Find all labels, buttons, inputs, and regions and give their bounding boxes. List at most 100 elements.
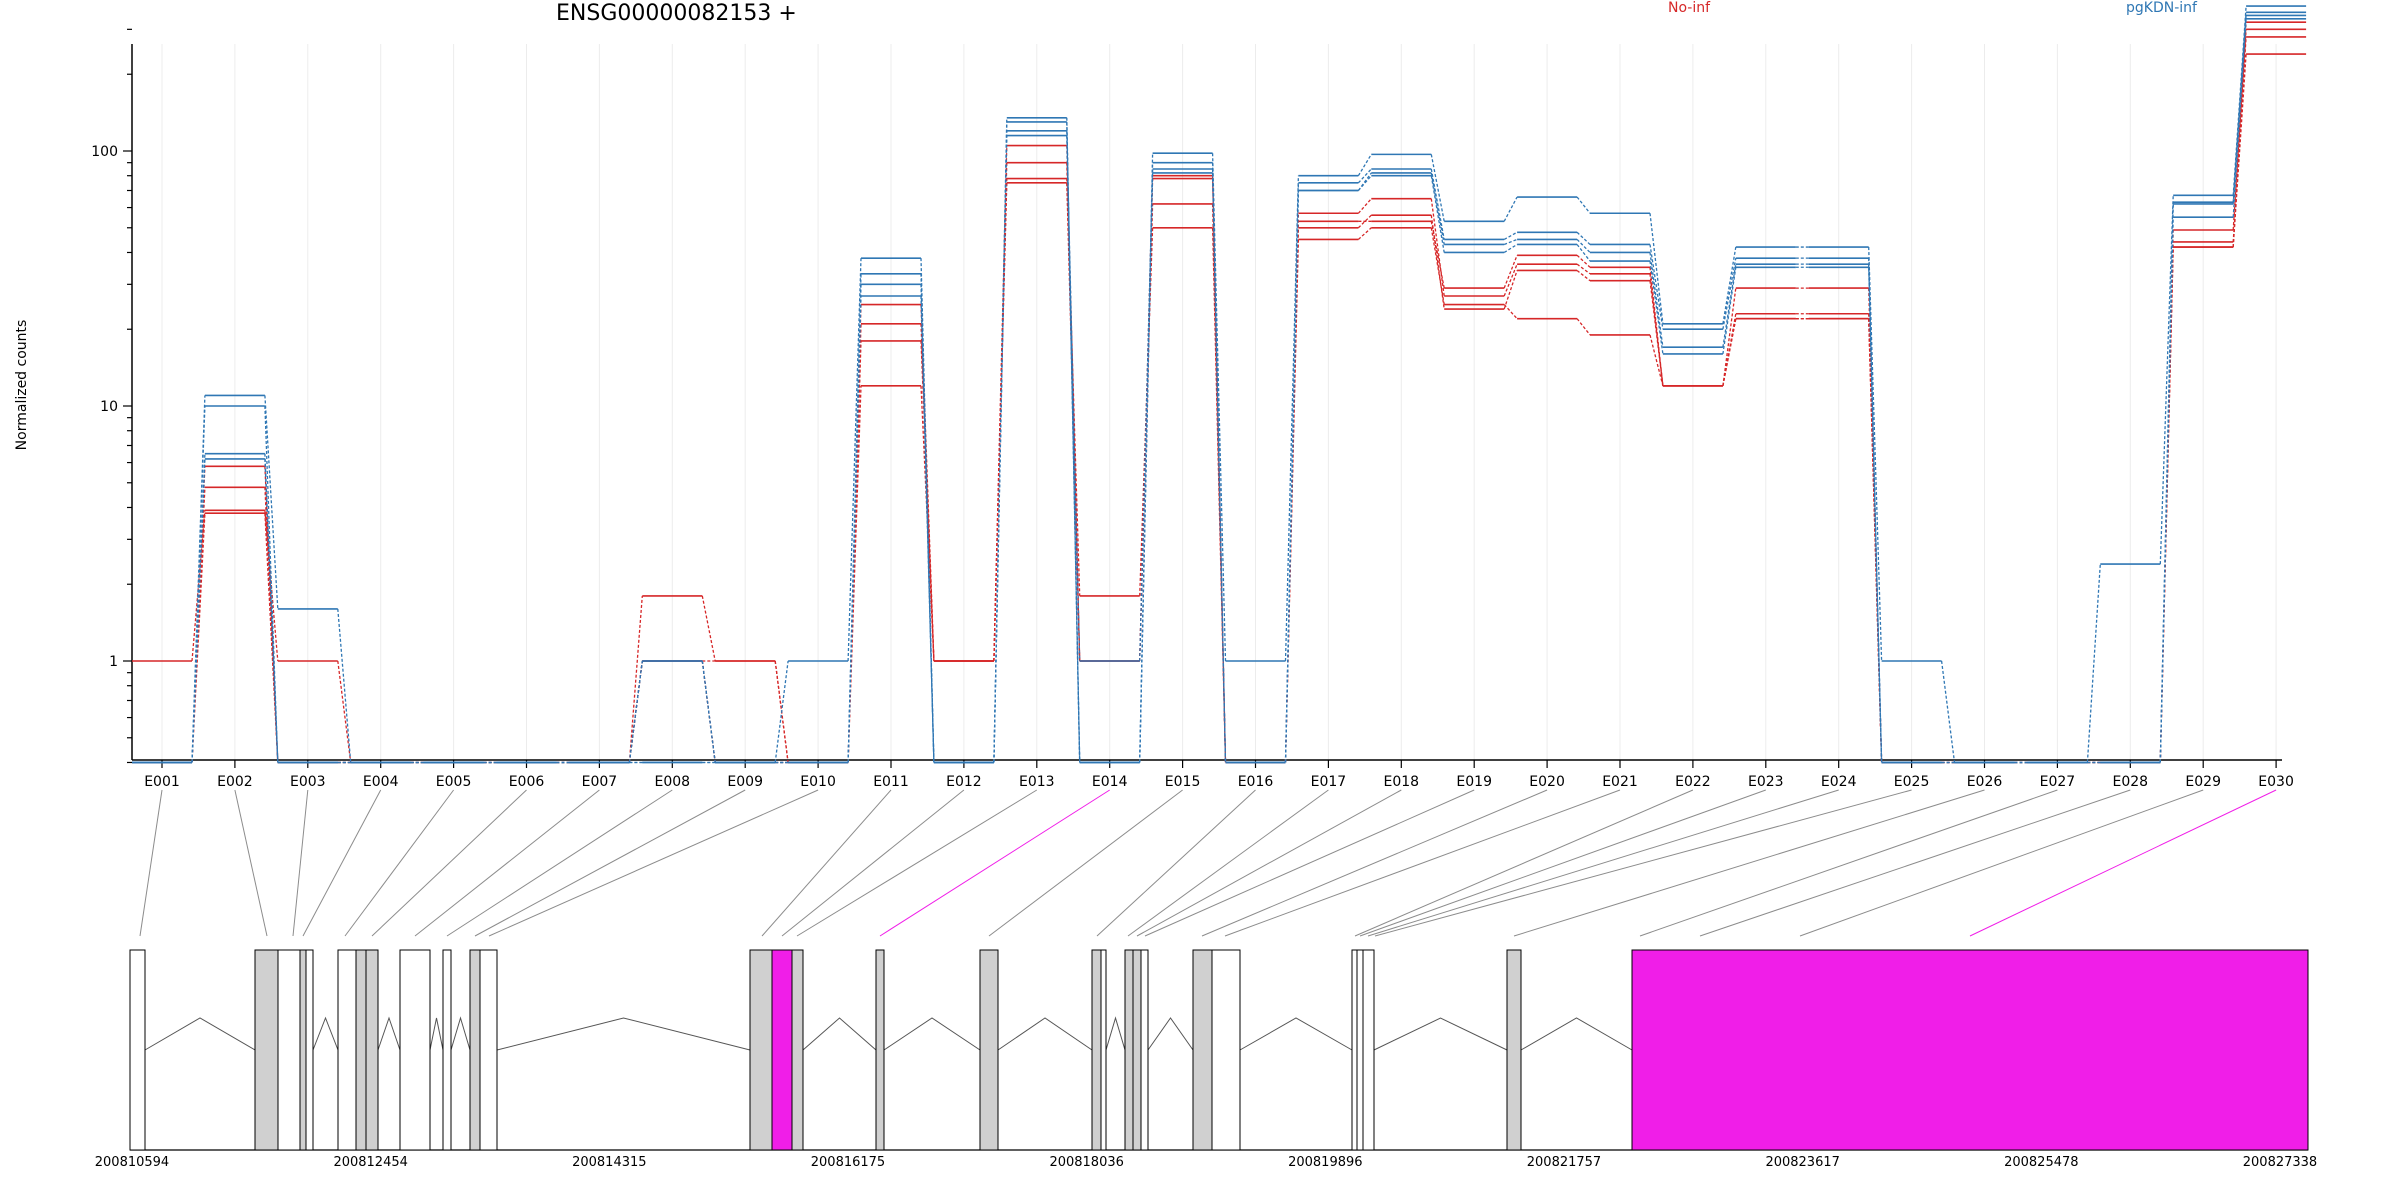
intron-line — [997, 1017, 1093, 1051]
data-connector — [1357, 214, 1372, 229]
data-connector — [1576, 238, 1591, 253]
exon-box — [129, 949, 146, 1151]
data-connector — [2086, 564, 2101, 763]
connector-e030 — [1969, 789, 2277, 937]
data-connector — [847, 258, 862, 662]
chart-title: ENSG00000082153 + — [556, 1, 797, 26]
connector-e004 — [302, 789, 382, 937]
data-connector — [1503, 263, 1518, 297]
series-pgkdn-inf-7 — [132, 17, 2307, 764]
exon-box — [1506, 949, 1522, 1151]
connector-e003 — [292, 789, 309, 937]
vertical-grid-lines — [161, 44, 2277, 760]
data-connector — [1649, 334, 1664, 386]
intron-line — [883, 1017, 981, 1051]
data-connector — [847, 295, 862, 763]
connector-e007 — [414, 789, 600, 937]
x-tick-label-e006: E006 — [509, 774, 545, 790]
connector-e029 — [1799, 789, 2204, 937]
data-connector — [1503, 231, 1518, 240]
connector-e006 — [371, 789, 527, 937]
connector-e022 — [1354, 789, 1694, 937]
data-connector — [1430, 168, 1445, 240]
x-tick-label-e023: E023 — [1748, 774, 1784, 790]
data-connector — [1576, 254, 1591, 268]
connector-e023 — [1359, 789, 1766, 937]
data-connector — [2232, 18, 2247, 218]
x-tick-label-e027: E027 — [2040, 774, 2076, 790]
exon-box — [399, 949, 431, 1151]
x-tick-label-e009: E009 — [727, 774, 763, 790]
data-connector — [701, 595, 716, 662]
exon-box — [299, 949, 307, 1151]
data-connector — [628, 595, 643, 763]
exon-box — [254, 949, 279, 1151]
data-connector — [191, 458, 206, 763]
x-tick-label-e025: E025 — [1894, 774, 1930, 790]
x-tick-label-e003: E003 — [290, 774, 326, 790]
genomic-coordinate-label: 200812454 — [333, 1155, 407, 1170]
data-connector — [1139, 227, 1154, 596]
exon-box — [277, 949, 301, 1151]
data-connector — [1430, 227, 1445, 305]
data-connector — [264, 395, 279, 609]
series-lines — [132, 5, 2307, 764]
connector-e019 — [1144, 789, 1475, 937]
connector-e026 — [1513, 789, 1985, 937]
connector-e009 — [474, 789, 746, 937]
legend-pgkdn-inf: pgKDN-inf — [2126, 0, 2197, 16]
data-connector — [1430, 221, 1445, 289]
x-tick-label-e013: E013 — [1019, 774, 1055, 790]
data-connector — [1066, 178, 1081, 596]
x-tick-label-e021: E021 — [1602, 774, 1638, 790]
connector-e012 — [781, 789, 965, 937]
exon-box — [1140, 949, 1149, 1151]
data-connector — [1066, 117, 1081, 763]
connector-e018 — [1136, 789, 1402, 937]
genomic-coordinate-label: 200821757 — [1527, 1155, 1601, 1170]
exon-connector-lines — [139, 789, 2277, 937]
connector-e008 — [446, 789, 673, 937]
x-tick-label-e030: E030 — [2258, 774, 2294, 790]
intron-line — [1520, 1017, 1633, 1051]
exon-box — [791, 949, 804, 1151]
data-connector — [1139, 162, 1154, 763]
data-connector — [1284, 190, 1300, 763]
data-connector — [1868, 318, 1883, 763]
data-connector — [1649, 213, 1664, 324]
data-connector — [1868, 247, 1883, 662]
exon-box — [1211, 949, 1241, 1151]
connector-e005 — [344, 789, 455, 937]
data-connector — [1430, 175, 1445, 253]
x-tick-label-e024: E024 — [1821, 774, 1857, 790]
data-connector — [337, 660, 352, 763]
x-tick-label-e020: E020 — [1529, 774, 1565, 790]
x-tick-label-e015: E015 — [1165, 774, 1201, 790]
exon-box — [469, 949, 481, 1151]
exon-box — [337, 949, 357, 1151]
data-connector — [191, 405, 206, 763]
data-connector — [1284, 175, 1300, 662]
data-connector — [1722, 258, 1737, 330]
x-tick-label-e007: E007 — [582, 774, 618, 790]
connector-e015 — [988, 789, 1183, 937]
data-connector — [1940, 660, 1956, 763]
data-connector — [1722, 288, 1737, 386]
connector-e016 — [1096, 789, 1256, 937]
genomic-coordinate-label: 200825478 — [2004, 1155, 2078, 1170]
data-connector — [1503, 304, 1518, 320]
data-connector — [1211, 172, 1227, 763]
intron-line — [1239, 1017, 1353, 1051]
exon-box — [365, 949, 379, 1151]
exon-box — [479, 949, 498, 1151]
x-tick-label-e008: E008 — [655, 774, 691, 790]
data-connector — [1576, 231, 1591, 245]
genomic-coordinate-label: 200814315 — [572, 1155, 646, 1170]
exon-box — [1124, 949, 1134, 1151]
data-connector — [847, 304, 862, 763]
data-connector — [1430, 198, 1445, 297]
data-connector — [628, 660, 643, 763]
data-connector — [1576, 196, 1591, 214]
exon-box — [1091, 949, 1102, 1151]
